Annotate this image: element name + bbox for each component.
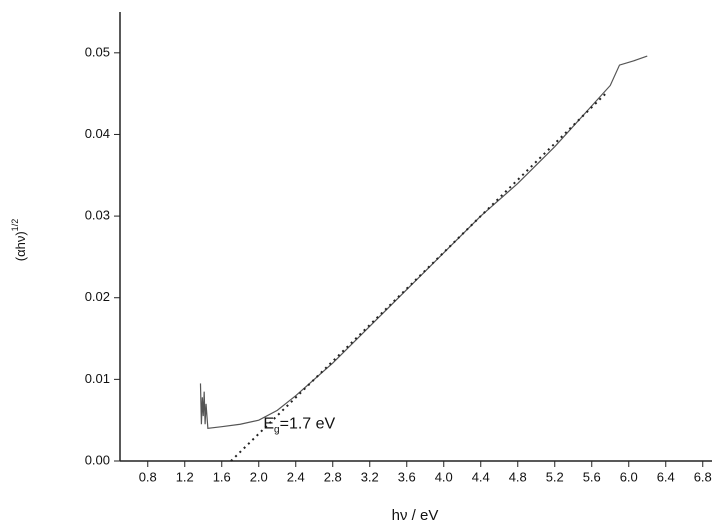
y-tick-label: 0.02 [85,289,110,304]
y-label-base: (αhν) [13,231,28,261]
background [0,0,713,526]
annotation-rest: =1.7 eV [280,415,336,432]
x-tick-label: 4.8 [509,469,527,484]
x-axis-label: hν / eV [392,507,439,524]
chart: (αhν)1/2 hν / eV 0.00 0.01 0.02 0.03 0.04 0.0… [0,0,713,526]
x-tick-label: 4.4 [472,469,490,484]
x-tick-label: 2.4 [287,469,305,484]
x-tick-label: 1.6 [213,469,231,484]
x-tick-label: 4.0 [435,469,453,484]
y-tick-label: 0.01 [85,371,110,386]
x-tick-label: 3.2 [361,469,379,484]
x-tick-label: 3.6 [398,469,416,484]
x-tick-label: 0.8 [139,469,157,484]
y-tick-label: 0.04 [85,126,110,141]
y-label-sup: 1/2 [10,219,20,232]
y-tick-label: 0.00 [85,452,110,467]
y-tick-label: 0.03 [85,208,110,223]
x-tick-label: 6.0 [620,469,638,484]
x-tick-label: 1.2 [176,469,194,484]
y-tick-label: 0.05 [85,44,110,59]
x-tick-label: 6.8 [694,469,712,484]
x-tick-label: 5.6 [583,469,601,484]
annotation-main: E [263,415,274,432]
x-tick-label: 6.4 [657,469,675,484]
x-tick-label: 5.2 [546,469,564,484]
x-tick-label: 2.0 [250,469,268,484]
x-tick-label: 2.8 [324,469,342,484]
